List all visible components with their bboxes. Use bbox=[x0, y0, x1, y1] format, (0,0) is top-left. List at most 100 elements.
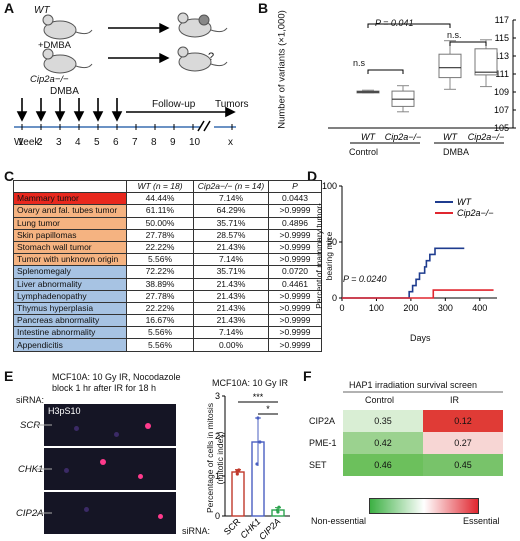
table-header-text: Cip2a−/− (n = 14) bbox=[198, 181, 264, 191]
week-number: 2 bbox=[37, 137, 43, 148]
table-row: Splenomegaly 72.22% 35.71% 0.0720 bbox=[14, 266, 322, 278]
mitotic-index-chart: 0123SCRCHK1CIP2A**** bbox=[0, 368, 300, 541]
table-row: Stomach wall tumor 22.22% 21.43% >0.9999 bbox=[14, 241, 322, 253]
x-tick-label: 300 bbox=[438, 303, 453, 313]
dmba-dose-arrows bbox=[18, 98, 121, 120]
table-row: Tumor with unknown origin 5.56% 7.14% >0.99… bbox=[14, 254, 322, 266]
week-number: 8 bbox=[151, 137, 157, 148]
y-tick-label: 1 bbox=[215, 471, 220, 481]
legend-nonessential: Non-essential bbox=[311, 516, 366, 526]
wt-cell: 22.22% bbox=[127, 241, 194, 253]
cip2a-cell: 35.71% bbox=[194, 266, 269, 278]
sig-label: *** bbox=[253, 392, 264, 402]
cip2a-cell: 0.00% bbox=[194, 339, 269, 351]
box bbox=[475, 49, 497, 75]
heatmap-value: 0.46 bbox=[374, 460, 392, 470]
heatmap-cell: 0.27 bbox=[423, 432, 503, 454]
condition-cell: Stomach wall tumor bbox=[14, 241, 127, 253]
table-row: Lung tumor 50.00% 35.71% 0.4896 bbox=[14, 217, 322, 229]
sig-bracket bbox=[450, 42, 486, 46]
condition-cell: Ovary and fal. tubes tumor bbox=[14, 205, 127, 217]
mouse-icon bbox=[43, 49, 92, 73]
data-point bbox=[255, 462, 258, 465]
wt-cell: 27.78% bbox=[127, 229, 194, 241]
week-number: 6 bbox=[113, 137, 119, 148]
table-row: Appendicitis 5.56% 0.00% >0.9999 bbox=[14, 339, 322, 351]
bar bbox=[232, 472, 244, 516]
table-header: Cip2a−/− (n = 14) bbox=[194, 181, 269, 193]
heatmap-cell: 0.42 bbox=[343, 432, 423, 454]
cip2a-cell: 21.43% bbox=[194, 302, 269, 314]
sig-bracket bbox=[368, 70, 403, 74]
legend-essential: Essential bbox=[463, 516, 500, 526]
heatmap-cell: 0.45 bbox=[423, 454, 503, 476]
boxplot-pvalue: P = 0.041 bbox=[375, 18, 413, 28]
survival-chart: 0501000 100 200 300 400WTCip2a−/− bbox=[307, 168, 520, 358]
sig-label: * bbox=[266, 404, 270, 414]
legend-label: WT bbox=[457, 197, 472, 207]
group-dmba-label: DMBA bbox=[443, 147, 469, 157]
box bbox=[439, 54, 461, 77]
cip2a-cell: 7.14% bbox=[194, 327, 269, 339]
week-number: x bbox=[228, 137, 233, 148]
wt-cell: 5.56% bbox=[127, 327, 194, 339]
condition-cell: Liver abnormality bbox=[14, 278, 127, 290]
wt-cell: 5.56% bbox=[127, 339, 194, 351]
panel-a: WT +DMBA Cip2a−/− ? DMBA Follow-up Tumor… bbox=[0, 0, 250, 165]
survival-xlabel: Days bbox=[410, 333, 431, 343]
heatmap-value: 0.42 bbox=[374, 438, 392, 448]
table-row: Mammary tumor 44.44% 7.14% 0.0443 bbox=[14, 193, 322, 205]
heatmap-value: 0.45 bbox=[454, 460, 472, 470]
table-header bbox=[14, 181, 127, 193]
x-tick-label: CIP2A bbox=[257, 516, 282, 541]
survival-ylabel: Percent of mammary tumor-bearing mice bbox=[314, 201, 334, 311]
cip2a-cell: 7.14% bbox=[194, 254, 269, 266]
y-tick-label: 115 bbox=[495, 33, 509, 43]
week-number: 1 bbox=[18, 137, 24, 148]
y-tick-label: 100 bbox=[322, 181, 337, 191]
heatmap-cell: 0.35 bbox=[343, 410, 423, 432]
boxplot-ylabel: Number of variants (×1,000) bbox=[277, 10, 288, 130]
x-tick-label: 0 bbox=[339, 303, 344, 313]
survival-pvalue: P = 0.0240 bbox=[343, 274, 386, 284]
group-control-label: Control bbox=[349, 147, 378, 157]
legend-label: Cip2a−/− bbox=[457, 208, 494, 218]
wt-cell: 50.00% bbox=[127, 217, 194, 229]
mouse-icon bbox=[178, 47, 227, 71]
table-row: Thymus hyperplasia 22.22% 21.43% >0.9999 bbox=[14, 302, 322, 314]
x-tick-label: Cip2a−/− bbox=[385, 132, 422, 142]
cip2a-cell: 28.57% bbox=[194, 229, 269, 241]
x-tick-label: 400 bbox=[472, 303, 487, 313]
x-tick-label: 200 bbox=[403, 303, 418, 313]
condition-cell: Splenomegaly bbox=[14, 266, 127, 278]
heatmap-row-label: CIP2A bbox=[309, 416, 335, 426]
wt-cell: 16.67% bbox=[127, 315, 194, 327]
y-tick-label: 2 bbox=[215, 431, 220, 441]
cip2a-cell: 21.43% bbox=[194, 278, 269, 290]
boxplot-ns1: n.s bbox=[353, 58, 365, 68]
week-number: 3 bbox=[56, 137, 62, 148]
week-number: 10 bbox=[189, 137, 200, 148]
condition-cell: Thymus hyperplasia bbox=[14, 302, 127, 314]
condition-cell: Appendicitis bbox=[14, 339, 127, 351]
data-point bbox=[256, 416, 259, 419]
heatmap-cell: 0.12 bbox=[423, 410, 503, 432]
cip2a-cell: 64.29% bbox=[194, 205, 269, 217]
y-tick-label: 107 bbox=[494, 105, 509, 115]
heatmap-col-ir: IR bbox=[450, 395, 459, 405]
condition-cell: Mammary tumor bbox=[14, 193, 127, 205]
cip2a-cell: 21.43% bbox=[194, 315, 269, 327]
y-tick-label: 109 bbox=[494, 87, 509, 97]
panel-f: HAP1 irradiation survival screen Control… bbox=[303, 368, 520, 541]
table-row: Pancreas abnormality 16.67% 21.43% >0.9999 bbox=[14, 315, 322, 327]
heatmap-value: 0.35 bbox=[374, 416, 392, 426]
week-number: 5 bbox=[94, 137, 100, 148]
condition-cell: Tumor with unknown origin bbox=[14, 254, 127, 266]
data-point bbox=[258, 440, 261, 443]
heatmap-legend-bar bbox=[369, 498, 479, 514]
x-tick-label: WT bbox=[443, 132, 458, 142]
panel-b: 105 107 109 111 113 115 117 WT Cip2a−/− WT Cip2a−/… bbox=[258, 0, 520, 165]
boxplot-ns2: n.s. bbox=[447, 30, 462, 40]
y-tick-label: 3 bbox=[215, 391, 220, 401]
data-point bbox=[237, 468, 240, 471]
